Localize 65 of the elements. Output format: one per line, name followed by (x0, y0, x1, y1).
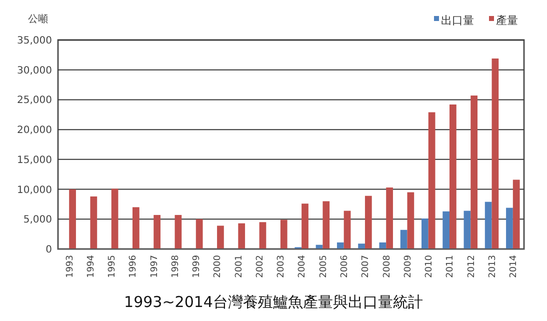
legend-label: 產量 (496, 14, 518, 27)
bar (428, 112, 436, 249)
x-tick-label: 2003 (276, 255, 287, 278)
y-tick-label: 0 (46, 244, 52, 256)
x-tick-label: 2010 (424, 254, 435, 278)
bar (344, 210, 351, 249)
x-tick-label: 2009 (403, 254, 414, 278)
bar (484, 202, 492, 249)
x-tick-label: 1993 (65, 255, 76, 278)
bar (154, 214, 160, 249)
x-tick-label: 1998 (170, 254, 181, 278)
bar (322, 201, 330, 249)
bar (302, 204, 308, 249)
x-tick-label: 2005 (318, 255, 329, 278)
y-tick-label: 15,000 (17, 154, 52, 166)
x-tick-label: 2014 (509, 254, 520, 278)
x-tick-label: 2006 (340, 254, 350, 278)
x-tick-label: 2008 (382, 254, 392, 278)
bar (90, 196, 98, 249)
x-tick-label: 2004 (298, 254, 308, 278)
bar (364, 196, 372, 249)
bar (280, 220, 288, 249)
bar (132, 207, 140, 249)
bar (379, 242, 386, 249)
x-tick-label: 1999 (192, 254, 202, 278)
x-tick-label: 2013 (488, 255, 498, 278)
bar (492, 58, 499, 249)
y-tick-label: 10,000 (17, 184, 52, 196)
y-tick-label: 30,000 (17, 65, 52, 76)
x-tick-label: 2007 (361, 255, 372, 278)
y-tick-label: 5,000 (23, 214, 52, 226)
y-axis-title: 公噸 (28, 13, 48, 25)
x-tick-label: 2011 (446, 255, 456, 278)
bar (69, 189, 76, 249)
y-tick-label: 35,000 (17, 36, 52, 46)
bar (217, 226, 224, 249)
bar (386, 187, 393, 249)
y-tick-label: 25,000 (17, 95, 52, 106)
bar (470, 96, 478, 249)
x-tick-label: 2000 (213, 254, 224, 278)
x-tick-label: 1996 (128, 254, 139, 278)
x-tick-label: 1997 (150, 255, 160, 278)
text: 1993~2014台灣養殖鱸魚產量與出口量統計 (124, 293, 423, 311)
y-tick-label: 20,000 (17, 125, 52, 136)
bar (174, 214, 182, 249)
bar (358, 244, 365, 249)
bar (450, 104, 456, 249)
bar (422, 218, 428, 249)
bar (111, 188, 118, 249)
bar (238, 223, 246, 249)
bar (442, 211, 450, 249)
x-tick-label: 2001 (234, 255, 244, 278)
legend-label: 出口量 (441, 14, 474, 27)
bar (400, 230, 408, 249)
bar (259, 222, 266, 249)
x-tick-label: 1995 (108, 255, 118, 278)
bar (464, 210, 471, 249)
bar (196, 219, 203, 249)
bar (512, 180, 520, 249)
x-tick-label: 2012 (466, 255, 477, 278)
bar (506, 208, 513, 249)
x-tick-label: 1994 (86, 254, 96, 278)
bar (407, 192, 414, 249)
x-tick-label: 2002 (255, 255, 266, 278)
bar (336, 242, 344, 249)
